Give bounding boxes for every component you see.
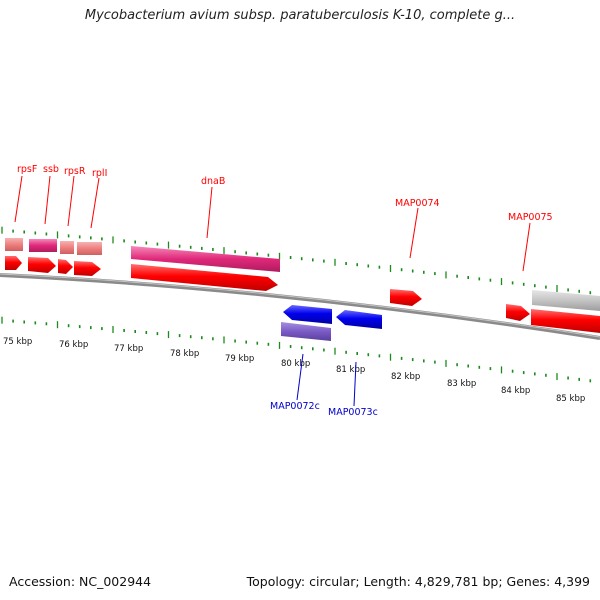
gene-arrow-MAP0075-a[interactable] — [506, 304, 530, 321]
gene-arrow-MAP0072c[interactable] — [283, 305, 332, 324]
scale-label-75: 75 kbp — [3, 337, 32, 347]
scale-label-80: 80 kbp — [281, 359, 310, 369]
feature-MAP0072c-bottom[interactable] — [281, 322, 331, 341]
scale-label-78: 78 kbp — [170, 349, 199, 359]
gene-label-dnaB[interactable]: dnaB — [201, 176, 225, 187]
gene-label-rpsR[interactable]: rpsR — [64, 166, 86, 177]
genome-backbone — [0, 273, 600, 340]
scale-label-76: 76 kbp — [59, 340, 88, 350]
lower-tick-row — [1, 316, 592, 383]
gene-arrow-ssb[interactable] — [28, 257, 56, 273]
gene-arrow-MAP0075-b[interactable] — [531, 309, 600, 333]
gene-arrow-rpsR[interactable] — [58, 259, 73, 274]
feature-ssb-top[interactable] — [29, 239, 57, 252]
gene-arrow-MAP0074[interactable] — [390, 289, 422, 306]
feature-dnaB-top[interactable] — [131, 246, 280, 272]
gene-label-rplI[interactable]: rplI — [92, 168, 107, 179]
accession-label: Accession: NC_002944 — [9, 574, 152, 589]
scale-label-79: 79 kbp — [225, 354, 254, 364]
scale-label-82: 82 kbp — [391, 372, 420, 382]
gene-label-MAP0073c[interactable]: MAP0073c — [328, 407, 378, 418]
gene-arrow-rplI[interactable] — [74, 261, 101, 276]
feature-rplI-top[interactable] — [77, 242, 102, 255]
gene-label-MAP0072c[interactable]: MAP0072c — [270, 401, 320, 412]
map-title: Mycobacterium avium subsp. paratuberculo… — [84, 8, 516, 23]
scale-label-84: 84 kbp — [501, 386, 530, 396]
feature-MAP0075-top[interactable] — [532, 290, 600, 311]
gene-arrow-rpsF[interactable] — [5, 256, 22, 270]
feature-row-top — [5, 238, 600, 311]
gene-label-ssb[interactable]: ssb — [43, 164, 59, 175]
forward-strand-genes — [5, 256, 600, 333]
reverse-strand-genes — [281, 305, 382, 341]
gene-labels: rpsF ssb rpsR rplI dnaB MAP0074 MAP0075 … — [17, 164, 553, 418]
gene-label-MAP0075[interactable]: MAP0075 — [508, 212, 553, 223]
gene-label-rpsF[interactable]: rpsF — [17, 164, 37, 175]
gene-arrow-dnaB[interactable] — [131, 264, 278, 291]
scale-label-85: 85 kbp — [556, 394, 585, 404]
gene-arrow-MAP0073c[interactable] — [336, 310, 382, 329]
scale-labels: 75 kbp 76 kbp 77 kbp 78 kbp 79 kbp 80 kb… — [3, 337, 585, 404]
topology-label: Topology: circular; Length: 4,829,781 bp… — [246, 574, 590, 589]
scale-label-81: 81 kbp — [336, 365, 365, 375]
feature-rpsF-top[interactable] — [5, 238, 23, 251]
feature-rpsR-top[interactable] — [60, 241, 74, 254]
scale-label-77: 77 kbp — [114, 344, 143, 354]
upper-tick-row — [1, 226, 592, 295]
scale-label-83: 83 kbp — [447, 379, 476, 389]
gene-label-MAP0074[interactable]: MAP0074 — [395, 198, 440, 209]
leader-lines — [14, 175, 531, 407]
